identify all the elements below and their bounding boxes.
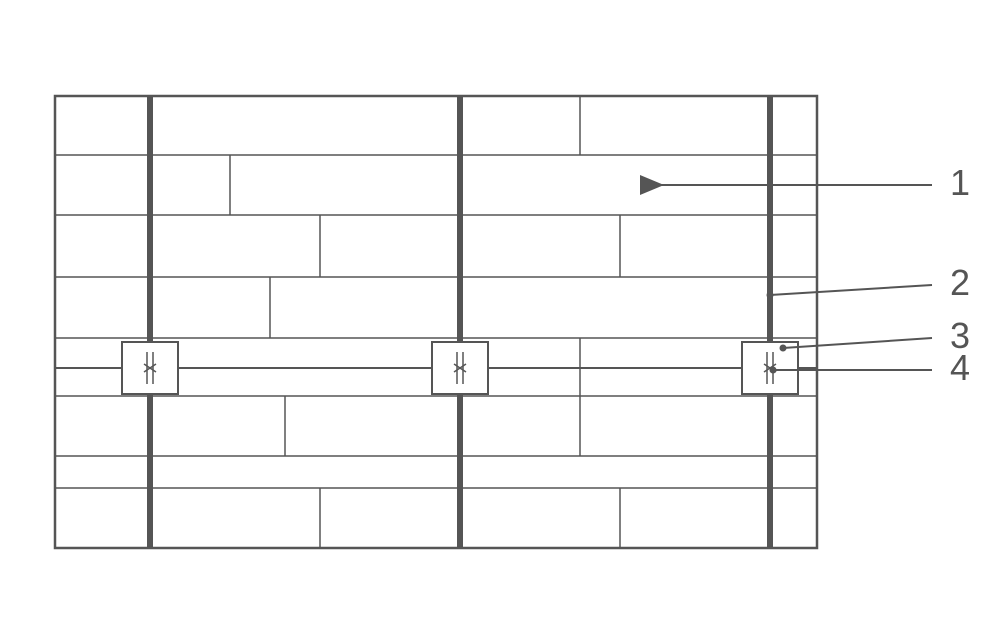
- diagram-svg: 1234: [20, 20, 1003, 617]
- callout-labels: 1234: [660, 162, 970, 388]
- thick-verticals: [150, 96, 770, 548]
- label-4: 4: [950, 347, 970, 388]
- technical-diagram: 1234: [20, 20, 1003, 617]
- label-1: 1: [950, 162, 970, 203]
- label-2: 2: [950, 262, 970, 303]
- brick-pattern: [55, 96, 817, 548]
- outer-frame: [55, 96, 817, 548]
